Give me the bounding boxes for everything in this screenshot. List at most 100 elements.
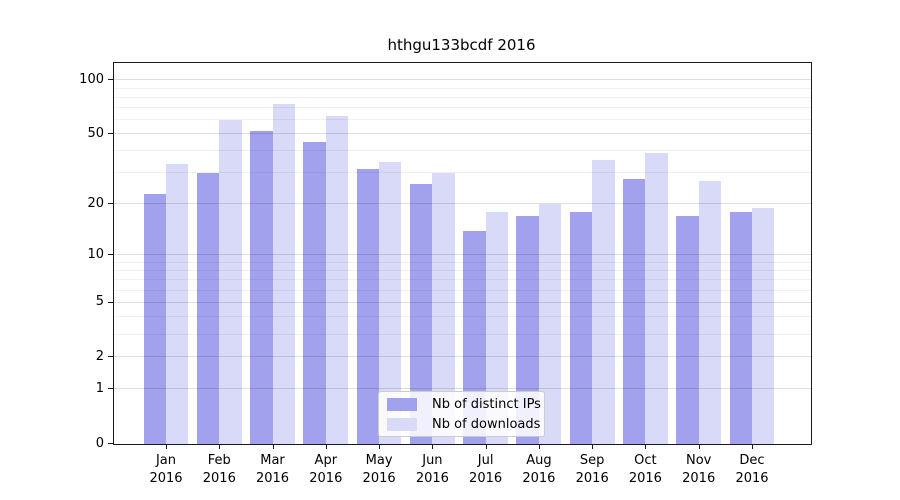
bar-downloads (645, 153, 668, 444)
bar-ips (516, 216, 539, 444)
bar-downloads (485, 212, 508, 444)
x-tick-mark (698, 444, 700, 449)
legend-item: Nb of downloads (379, 415, 544, 434)
gridline-minor (114, 107, 811, 109)
bar-ips (676, 216, 699, 444)
gridline-minor (114, 269, 811, 271)
y-tick-label: 2 (95, 348, 104, 364)
x-tick-label: Sep 2016 (560, 452, 624, 488)
x-tick-mark (752, 444, 753, 449)
chart-title: hthgu133bcdf 2016 (387, 36, 536, 54)
x-tick-label: Jan 2016 (134, 452, 198, 488)
bar-downloads (325, 116, 349, 444)
bar-downloads (751, 207, 775, 444)
x-tick-mark (485, 444, 487, 449)
x-tick-label: Jul 2016 (454, 452, 518, 488)
y-tick-label: 20 (87, 195, 104, 211)
x-tick-label: Dec 2016 (720, 452, 784, 488)
x-tick-month: May (365, 453, 393, 468)
x-tick-mark (538, 444, 540, 449)
y-tick-mark (108, 79, 113, 81)
x-tick-year: 2016 (415, 471, 449, 486)
x-tick-mark (592, 444, 594, 449)
y-tick-mark (108, 203, 113, 205)
y-tick-mark (108, 356, 113, 358)
bar-downloads (219, 120, 242, 444)
x-tick-label: May 2016 (347, 452, 411, 488)
y-tick-mark (108, 443, 113, 444)
x-tick-year: 2016 (575, 471, 609, 486)
gridline-minor (114, 150, 811, 152)
gridline-minor (114, 96, 811, 98)
x-tick-mark (379, 444, 381, 449)
bar-ips (143, 193, 166, 444)
bar-ips (569, 212, 593, 444)
x-tick-month: Jan (155, 453, 177, 468)
y-tick-mark (108, 388, 113, 390)
x-tick-label: Feb 2016 (187, 452, 251, 488)
bar-downloads (698, 181, 722, 444)
x-tick-month: Aug (526, 453, 552, 468)
y-tick-label: 1 (95, 380, 104, 396)
x-tick-year: 2016 (682, 471, 716, 486)
y-tick-mark (108, 133, 113, 135)
bar-downloads (272, 103, 295, 444)
bar-downloads (592, 159, 615, 444)
gridline-major (114, 79, 811, 81)
gridline-major (114, 203, 811, 205)
y-tick-label: 50 (87, 125, 104, 141)
bar-ips (303, 142, 326, 444)
gridline-minor (114, 289, 811, 291)
legend-label: Nb of downloads (432, 416, 541, 432)
x-tick-label: Mar 2016 (241, 452, 305, 488)
legend-item: Nb of distinct IPs (379, 395, 544, 414)
x-tick-year: 2016 (469, 471, 503, 486)
y-tick-label: 100 (79, 71, 104, 87)
gridline-minor (114, 279, 811, 281)
gridline-major (114, 254, 811, 255)
bar-downloads (432, 173, 455, 444)
x-tick-mark (166, 444, 167, 449)
x-tick-year: 2016 (255, 471, 290, 486)
x-tick-month: Jul (477, 453, 494, 468)
y-tick-label: 5 (95, 294, 104, 310)
bar-ips (250, 131, 273, 444)
x-tick-mark (325, 444, 327, 449)
x-tick-year: 2016 (362, 471, 396, 486)
x-tick-year: 2016 (628, 471, 662, 486)
x-tick-mark (645, 444, 647, 449)
x-tick-month: Sep (579, 453, 605, 468)
x-tick-month: Mar (260, 453, 285, 468)
bar-ips (623, 178, 646, 444)
x-tick-label: Aug 2016 (507, 452, 571, 488)
bar-ips (196, 173, 220, 444)
x-tick-year: 2016 (522, 471, 556, 486)
x-tick-label: Nov 2016 (667, 452, 731, 488)
x-tick-year: 2016 (202, 471, 236, 486)
gridline-minor (114, 119, 811, 121)
plot-area (113, 62, 812, 445)
y-tick-label: 0 (95, 435, 104, 451)
gridline-minor (114, 316, 811, 318)
gridline-major (114, 388, 811, 390)
gridline-minor (114, 172, 811, 174)
legend-swatch-downloads (387, 417, 417, 431)
x-tick-year: 2016 (735, 471, 769, 486)
gridline-major (114, 301, 811, 303)
x-tick-year: 2016 (309, 471, 343, 486)
gridline-minor (114, 87, 811, 89)
bar-downloads (379, 161, 402, 444)
y-tick-mark (108, 301, 113, 303)
x-tick-mark (219, 444, 221, 449)
bar-downloads (538, 204, 562, 444)
gridline-minor (114, 261, 811, 263)
x-tick-mark (432, 444, 434, 449)
x-tick-month: Jun (422, 453, 443, 468)
x-tick-mark (272, 444, 274, 449)
x-tick-month: Oct (634, 453, 657, 468)
x-tick-month: Nov (686, 453, 712, 468)
bar-ips (729, 212, 752, 444)
bar-ips (463, 230, 486, 444)
x-tick-month: Apr (314, 453, 338, 468)
